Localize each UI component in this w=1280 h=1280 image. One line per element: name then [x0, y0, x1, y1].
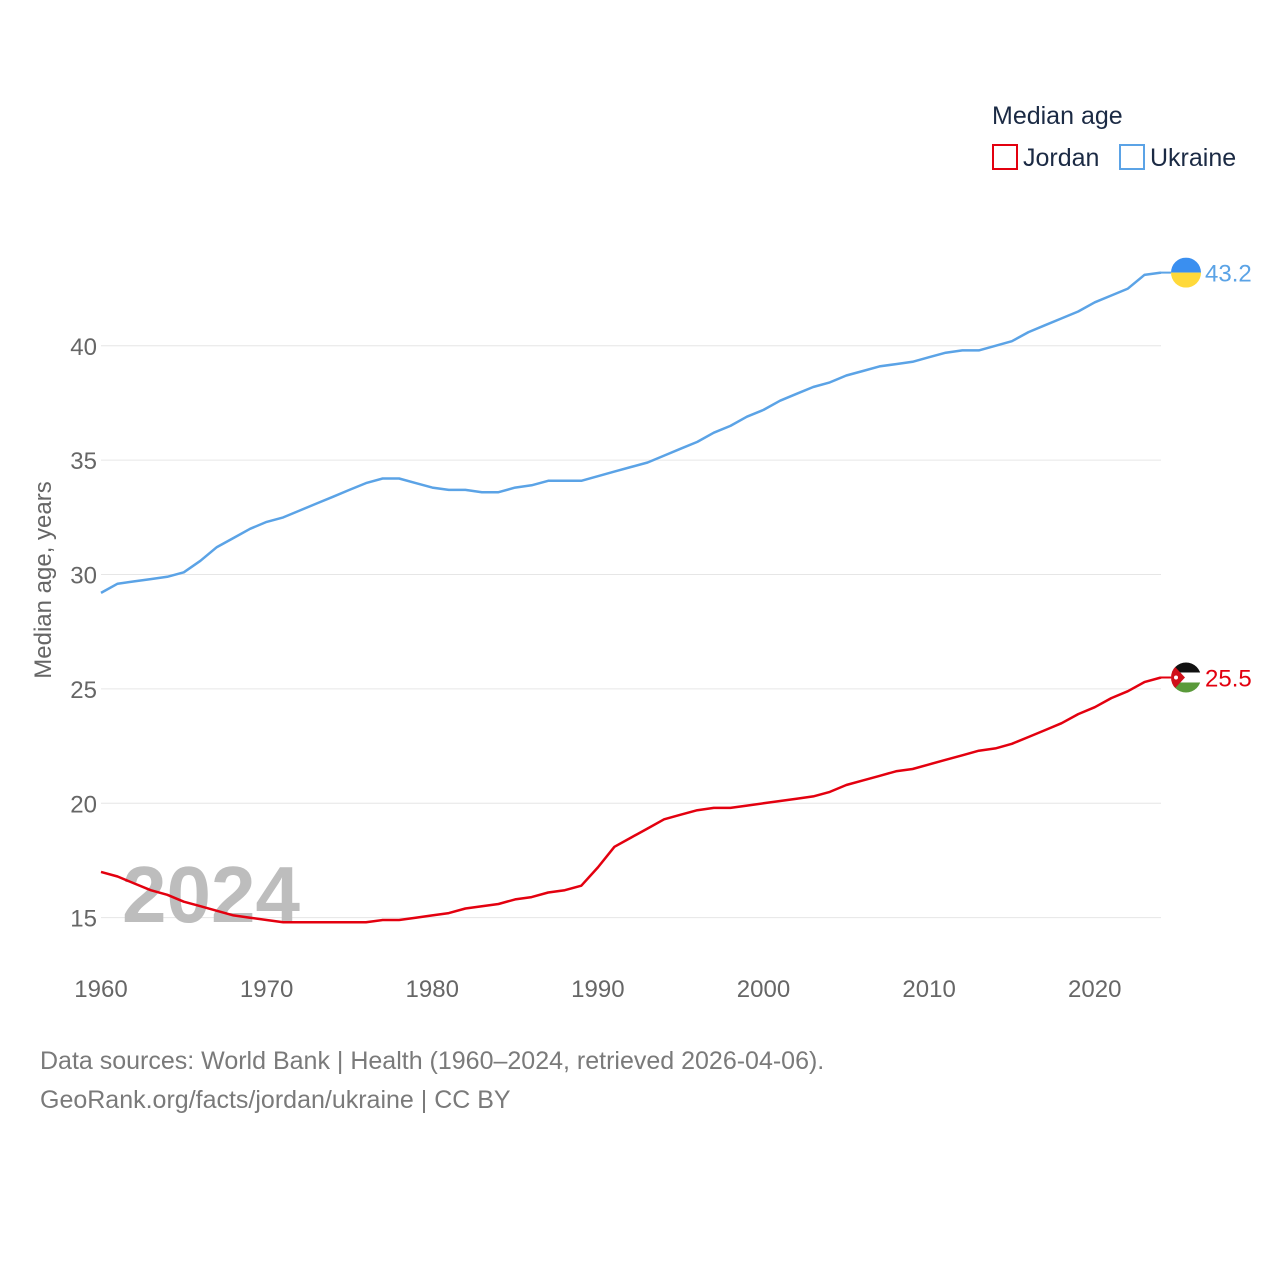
end-label-jordan: 25.5 [1205, 665, 1252, 692]
y-tick-label-40: 40 [70, 334, 97, 361]
x-axis-ticks: 1960 1970 1980 1990 2000 2010 2020 [74, 976, 1121, 1003]
source-line-2: GeoRank.org/facts/jordan/ukraine | CC BY [40, 1086, 511, 1114]
x-tick-label-2020: 2020 [1068, 976, 1121, 1003]
y-tick-label-25: 25 [70, 677, 97, 704]
ukraine-flag-icon [1171, 257, 1201, 288]
grid-lines [101, 345, 1161, 919]
x-tick-label-1960: 1960 [74, 976, 127, 1003]
y-tick-label-15: 15 [70, 906, 97, 933]
source-note: Data sources: World Bank | Health (1960–… [40, 1042, 824, 1120]
jordan-flag-icon [1171, 662, 1201, 693]
x-tick-label-1980: 1980 [406, 976, 459, 1003]
legend-item-jordan[interactable]: Jordan [992, 144, 1099, 172]
legend-swatch-jordan [992, 144, 1018, 170]
y-axis-title: Median age, years [30, 481, 57, 678]
x-tick-label-1990: 1990 [571, 976, 624, 1003]
series-line-ukraine [100, 271, 1162, 594]
year-watermark: 2024 [122, 850, 300, 939]
source-line-1: Data sources: World Bank | Health (1960–… [40, 1047, 825, 1075]
y-tick-label-30: 30 [70, 563, 97, 590]
series-line-jordan [100, 676, 1162, 924]
y-tick-label-35: 35 [70, 448, 97, 475]
legend-label-ukraine: Ukraine [1150, 144, 1236, 172]
end-markers: 25.5 43.2 [1161, 257, 1252, 693]
end-label-ukraine: 43.2 [1205, 261, 1252, 288]
y-tick-label-20: 20 [70, 791, 97, 818]
x-tick-label-2000: 2000 [737, 976, 790, 1003]
legend-item-ukraine[interactable]: Ukraine [1119, 144, 1236, 172]
series-lines [100, 271, 1162, 924]
line-chart: 15 20 25 30 35 40 1960 1970 1980 1990 2000 2010 202… [30, 102, 1252, 1003]
x-tick-label-1970: 1970 [240, 976, 293, 1003]
x-tick-label-2010: 2010 [902, 976, 955, 1003]
legend-label-jordan: Jordan [1023, 144, 1099, 172]
legend-swatch-ukraine [1119, 144, 1145, 170]
legend: Median age Jordan Ukraine [992, 102, 1236, 172]
legend-title: Median age [992, 102, 1123, 130]
y-axis-ticks: 15 20 25 30 35 40 [70, 334, 97, 933]
